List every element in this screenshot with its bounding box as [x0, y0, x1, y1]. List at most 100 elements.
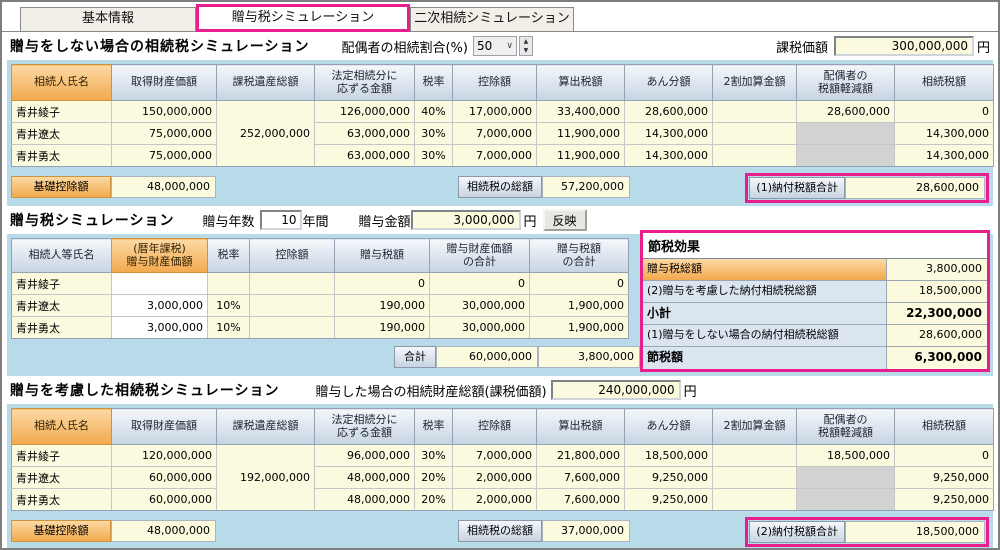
cell: 96,000,000	[314, 444, 415, 467]
cell-heir-name: 青井遼太	[11, 466, 112, 489]
col-surcharge: 2割加算金額	[712, 64, 797, 101]
cell-gift-input[interactable]: 3,000,000	[111, 316, 208, 339]
cell: 14,300,000	[624, 144, 713, 167]
gift-tax-footer: 合計 60,000,000 3,800,000	[11, 346, 989, 370]
table-row: 青井勇太 75,000,000 63,000,000 30% 7,000,000…	[11, 144, 994, 167]
col-deduction: 控除額	[452, 408, 537, 445]
col-acquired-property: 取得財産価額	[111, 64, 217, 101]
cell-merged	[216, 488, 315, 511]
spouse-ratio-select[interactable]: 50 ∨	[472, 36, 517, 56]
cell: 40%	[414, 100, 453, 123]
table-header-row: 相続人氏名 取得財産価額 課税遺産総額 法定相続分に 応ずる金額 税率 控除額 …	[11, 408, 994, 445]
cell: 0	[529, 272, 629, 295]
tab-gift-tax-simulation[interactable]: 贈与税シミュレーション	[196, 4, 410, 32]
cell-disabled	[796, 122, 895, 145]
col-spouse-reduction: 配偶者の 税額軽減額	[796, 64, 895, 101]
stepper-up-icon[interactable]: ▲	[523, 38, 529, 45]
cell: 7,000,000	[452, 144, 537, 167]
gift-years-unit: 年間	[302, 214, 329, 230]
cell-heir-name: 青井綾子	[11, 272, 112, 295]
cell	[712, 444, 797, 467]
section2-header: 贈与税シミュレーション 贈与年数 年間 贈与金額 円 反映	[2, 206, 998, 234]
cell: 0	[894, 444, 994, 467]
cell-heir-name: 青井遼太	[11, 294, 112, 317]
cell: 14,300,000	[624, 122, 713, 145]
savings-value: 18,500,000	[887, 281, 987, 302]
payment-total-2-highlight: (2)納付税額合計 18,500,000	[745, 517, 989, 547]
cell: 10%	[207, 316, 250, 339]
cell-merged	[216, 100, 315, 123]
total-tax-label: 相続税の総額	[458, 520, 542, 542]
cell: 11,900,000	[536, 122, 625, 145]
savings-value: 22,300,000	[887, 303, 987, 324]
cell: 17,000,000	[452, 100, 537, 123]
cell: 75,000,000	[111, 122, 217, 145]
no-gift-table: 相続人氏名 取得財産価額 課税遺産総額 法定相続分に 応ずる金額 税率 控除額 …	[11, 64, 994, 167]
cell-gift-input[interactable]: 3,000,000	[111, 294, 208, 317]
cell: 63,000,000	[314, 122, 415, 145]
cell-merged: 192,000,000	[216, 466, 315, 489]
cell: 18,500,000	[796, 444, 895, 467]
total-tax-value: 37,000,000	[542, 520, 630, 542]
tab-basic-info[interactable]: 基本情報	[20, 7, 196, 31]
payment-total-2-value: 18,500,000	[845, 521, 985, 543]
savings-row: (2)贈与を考慮した納付相続税総額 18,500,000	[643, 281, 987, 303]
savings-row: 小計 22,300,000	[643, 303, 987, 325]
savings-label: 小計	[643, 303, 887, 324]
col-gift-tax-total: 贈与税額 の合計	[529, 238, 629, 273]
sum-label: 合計	[394, 346, 436, 368]
gift-amount-input[interactable]	[410, 210, 521, 230]
cell: 126,000,000	[314, 100, 415, 123]
cell: 28,600,000	[796, 100, 895, 123]
col-gift-property: (暦年課税) 贈与財産価額	[111, 238, 208, 273]
gift-years-label: 贈与年数	[202, 214, 255, 230]
cell: 48,000,000	[314, 488, 415, 511]
spouse-ratio-stepper[interactable]: ▲ ▼	[518, 36, 533, 56]
cell: 190,000	[334, 294, 430, 317]
cell: 11,900,000	[536, 144, 625, 167]
cell: 60,000,000	[111, 466, 217, 489]
col-spouse-reduction: 配偶者の 税額軽減額	[796, 408, 895, 445]
gift-amount-label: 贈与金額	[358, 214, 411, 230]
apply-button[interactable]: 反映	[542, 209, 587, 231]
tab-secondary-inheritance[interactable]: 二次相続シミュレーション	[410, 7, 574, 31]
savings-row: 節税額 6,300,000	[643, 347, 987, 369]
cell	[712, 488, 797, 511]
col-deduction: 控除額	[249, 238, 335, 273]
tax-savings-box: 節税効果 贈与税総額 3,800,000 (2)贈与を考慮した納付相続税総額 1…	[640, 230, 990, 372]
savings-label: 節税額	[643, 347, 887, 369]
col-inheritance-tax: 相続税額	[894, 64, 994, 101]
cell: 30%	[414, 122, 453, 145]
yen-unit: 円	[683, 384, 697, 400]
cell: 150,000,000	[111, 100, 217, 123]
cell	[712, 100, 797, 123]
col-apportioned: あん分額	[624, 408, 713, 445]
cell	[712, 144, 797, 167]
cell: 30,000,000	[429, 294, 530, 317]
cell	[712, 466, 797, 489]
cell-disabled	[796, 144, 895, 167]
stepper-down-icon[interactable]: ▼	[523, 47, 529, 54]
with-gift-simulation-panel: 相続人氏名 取得財産価額 課税遺産総額 法定相続分に 応ずる金額 税率 控除額 …	[7, 404, 994, 548]
cell: 10%	[207, 294, 250, 317]
cell-heir-name: 青井綾子	[11, 444, 112, 467]
cell-gift-input[interactable]	[111, 272, 208, 295]
cell: 18,500,000	[624, 444, 713, 467]
col-heir-name: 相続人氏名	[11, 64, 112, 101]
table-row: 青井勇太 3,000,000 10% 190,000 30,000,000 1,…	[11, 316, 629, 339]
cell	[249, 316, 335, 339]
cell-disabled	[796, 488, 895, 511]
cell: 20%	[414, 488, 453, 511]
payment-total-2-label: (2)納付税額合計	[749, 521, 845, 543]
gifted-estate-total-input[interactable]	[550, 380, 681, 400]
taxable-amount-input[interactable]	[833, 36, 974, 56]
cell: 33,400,000	[536, 100, 625, 123]
cell: 1,900,000	[529, 294, 629, 317]
cell-heir-name: 青井勇太	[11, 144, 112, 167]
savings-title: 節税効果	[643, 233, 987, 259]
basic-deduction-value: 48,000,000	[111, 176, 216, 198]
cell: 63,000,000	[314, 144, 415, 167]
gift-years-input[interactable]	[260, 210, 303, 230]
gift-tax-total-value: 3,800,000	[538, 346, 640, 368]
savings-label: 贈与税総額	[643, 259, 887, 280]
